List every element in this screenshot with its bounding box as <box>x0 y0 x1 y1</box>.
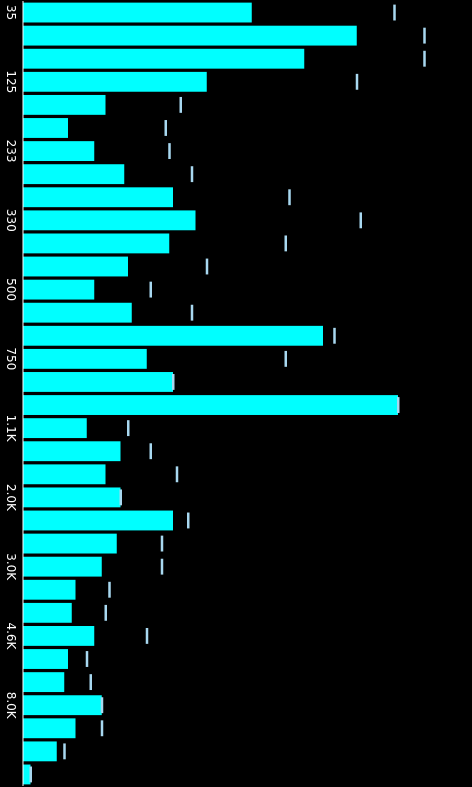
bar-28 <box>23 649 68 669</box>
bar-3 <box>23 71 207 92</box>
bar-21 <box>23 487 121 508</box>
bar-15 <box>23 348 147 369</box>
bar-0 <box>23 2 252 23</box>
marker-18 <box>127 420 130 437</box>
bar-1 <box>23 25 357 46</box>
tick-label-15: 750 <box>4 347 18 370</box>
marker-14 <box>333 327 336 344</box>
bar-31 <box>23 718 76 739</box>
marker-22 <box>187 512 190 529</box>
bar-26 <box>23 602 72 623</box>
tick-label-3: 125 <box>4 70 18 93</box>
marker-32 <box>63 743 66 760</box>
marker-26 <box>104 604 107 621</box>
bars-group <box>23 2 398 785</box>
tick-label-18: 1.1K <box>4 415 18 443</box>
bar-24 <box>23 556 102 577</box>
marker-6 <box>168 143 171 160</box>
tick-labels-group: 35 125 233 330 500 750 1.1K 2.0K 3.0K 4.6K 8.0K <box>4 5 18 720</box>
marker-28 <box>85 651 89 667</box>
tick-label-6: 233 <box>4 140 18 163</box>
bar-8 <box>23 187 173 208</box>
bar-11 <box>23 256 128 277</box>
marker-0 <box>393 4 396 21</box>
bar-23 <box>23 533 117 554</box>
marker-23 <box>160 535 164 552</box>
marker-11 <box>205 258 209 275</box>
bar-25 <box>23 579 76 600</box>
marker-7 <box>190 166 194 183</box>
bar-32 <box>23 741 57 762</box>
marker-15 <box>284 350 287 367</box>
tick-label-24: 3.0K <box>4 553 18 581</box>
bar-16 <box>23 372 173 392</box>
marker-21 <box>119 489 122 506</box>
marker-5 <box>164 120 167 136</box>
marker-9 <box>359 212 362 229</box>
marker-2 <box>423 50 426 67</box>
bar-20 <box>23 464 106 485</box>
bar-7 <box>23 164 125 185</box>
bar-14 <box>23 325 323 346</box>
bar-30 <box>23 695 102 716</box>
bar-29 <box>23 672 65 693</box>
bar-4 <box>23 94 106 115</box>
tick-label-21: 2.0K <box>4 484 18 512</box>
tick-label-27: 4.6K <box>4 622 18 650</box>
marker-33 <box>29 766 32 783</box>
marker-16 <box>172 374 175 390</box>
bar-17 <box>23 395 398 415</box>
bar-33 <box>23 764 31 785</box>
marker-30 <box>100 697 104 714</box>
marker-4 <box>179 96 182 113</box>
bar-19 <box>23 441 121 462</box>
bar-12 <box>23 279 95 300</box>
markers-group <box>29 4 426 783</box>
marker-31 <box>100 720 104 737</box>
bar-22 <box>23 510 173 531</box>
tick-label-12: 500 <box>4 278 18 301</box>
bar-10 <box>23 233 170 254</box>
tick-label-30: 8.0K <box>4 692 18 720</box>
marker-3 <box>355 73 359 90</box>
marker-12 <box>149 281 152 298</box>
marker-24 <box>160 558 164 575</box>
bar-13 <box>23 302 132 323</box>
marker-19 <box>149 443 152 460</box>
bar-6 <box>23 141 95 162</box>
tick-label-9: 330 <box>4 209 18 232</box>
marker-1 <box>423 27 426 44</box>
bar-5 <box>23 118 68 138</box>
bar-18 <box>23 418 87 439</box>
marker-8 <box>288 189 291 206</box>
marker-27 <box>145 627 149 644</box>
marker-17 <box>397 397 400 413</box>
marker-13 <box>190 304 194 321</box>
bar-2 <box>23 48 305 69</box>
marker-25 <box>108 581 111 598</box>
marker-20 <box>175 466 179 483</box>
marker-29 <box>89 674 92 691</box>
marker-10 <box>284 235 287 252</box>
tick-label-0: 35 <box>4 5 18 20</box>
bar-27 <box>23 626 95 646</box>
bar-9 <box>23 210 196 231</box>
